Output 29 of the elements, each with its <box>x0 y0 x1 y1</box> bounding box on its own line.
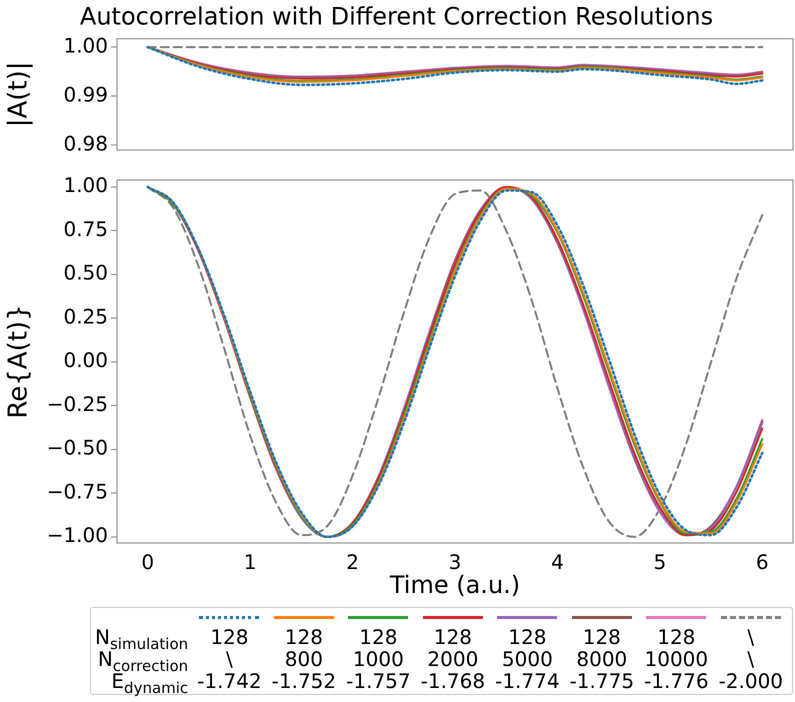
y-tick-label: 1.00 <box>63 33 108 58</box>
legend-label: 128 5000 -1.774 <box>495 625 560 693</box>
y-tick-label: 0.75 <box>63 216 108 241</box>
legend-label: 128 1000 -1.757 <box>346 625 411 693</box>
y-tick-label: 1.00 <box>63 173 108 198</box>
x-tick-label: 2 <box>346 550 359 574</box>
y-tick-label: 0.99 <box>63 82 108 106</box>
y-tick-label: 0.98 <box>63 131 108 156</box>
y-tick-label: 0.00 <box>63 348 108 372</box>
x-tick-label: 1 <box>244 550 257 574</box>
y-tick-label: −0.75 <box>46 479 108 504</box>
x-tick-label: 6 <box>756 550 769 574</box>
y-axis-title: Re{A(t)} <box>3 304 34 419</box>
y-tick-label: 0.50 <box>63 260 108 285</box>
x-tick-label: 0 <box>141 550 154 574</box>
legend-label: 128 10000 -1.776 <box>644 625 709 693</box>
legend-label: 128 8000 -1.775 <box>570 625 634 693</box>
legend-label: 128 2000 -1.768 <box>420 625 486 693</box>
y-tick-label: 0.25 <box>63 304 108 328</box>
x-tick-label: 5 <box>653 550 666 574</box>
legend-label: 128 \ -1.742 <box>197 625 262 693</box>
x-tick-label: 4 <box>551 550 564 574</box>
y-tick-label: −1.00 <box>46 523 108 548</box>
legend-label: \ \ -2.000 <box>718 625 784 693</box>
y-axis-title: |A(t)| <box>3 62 34 128</box>
chart-title: Autocorrelation with Different Correction Resolutions <box>80 2 714 31</box>
y-tick-label: −0.25 <box>46 392 108 416</box>
legend-label: 128 800 -1.752 <box>272 625 336 693</box>
y-tick-label: −0.50 <box>46 436 108 460</box>
